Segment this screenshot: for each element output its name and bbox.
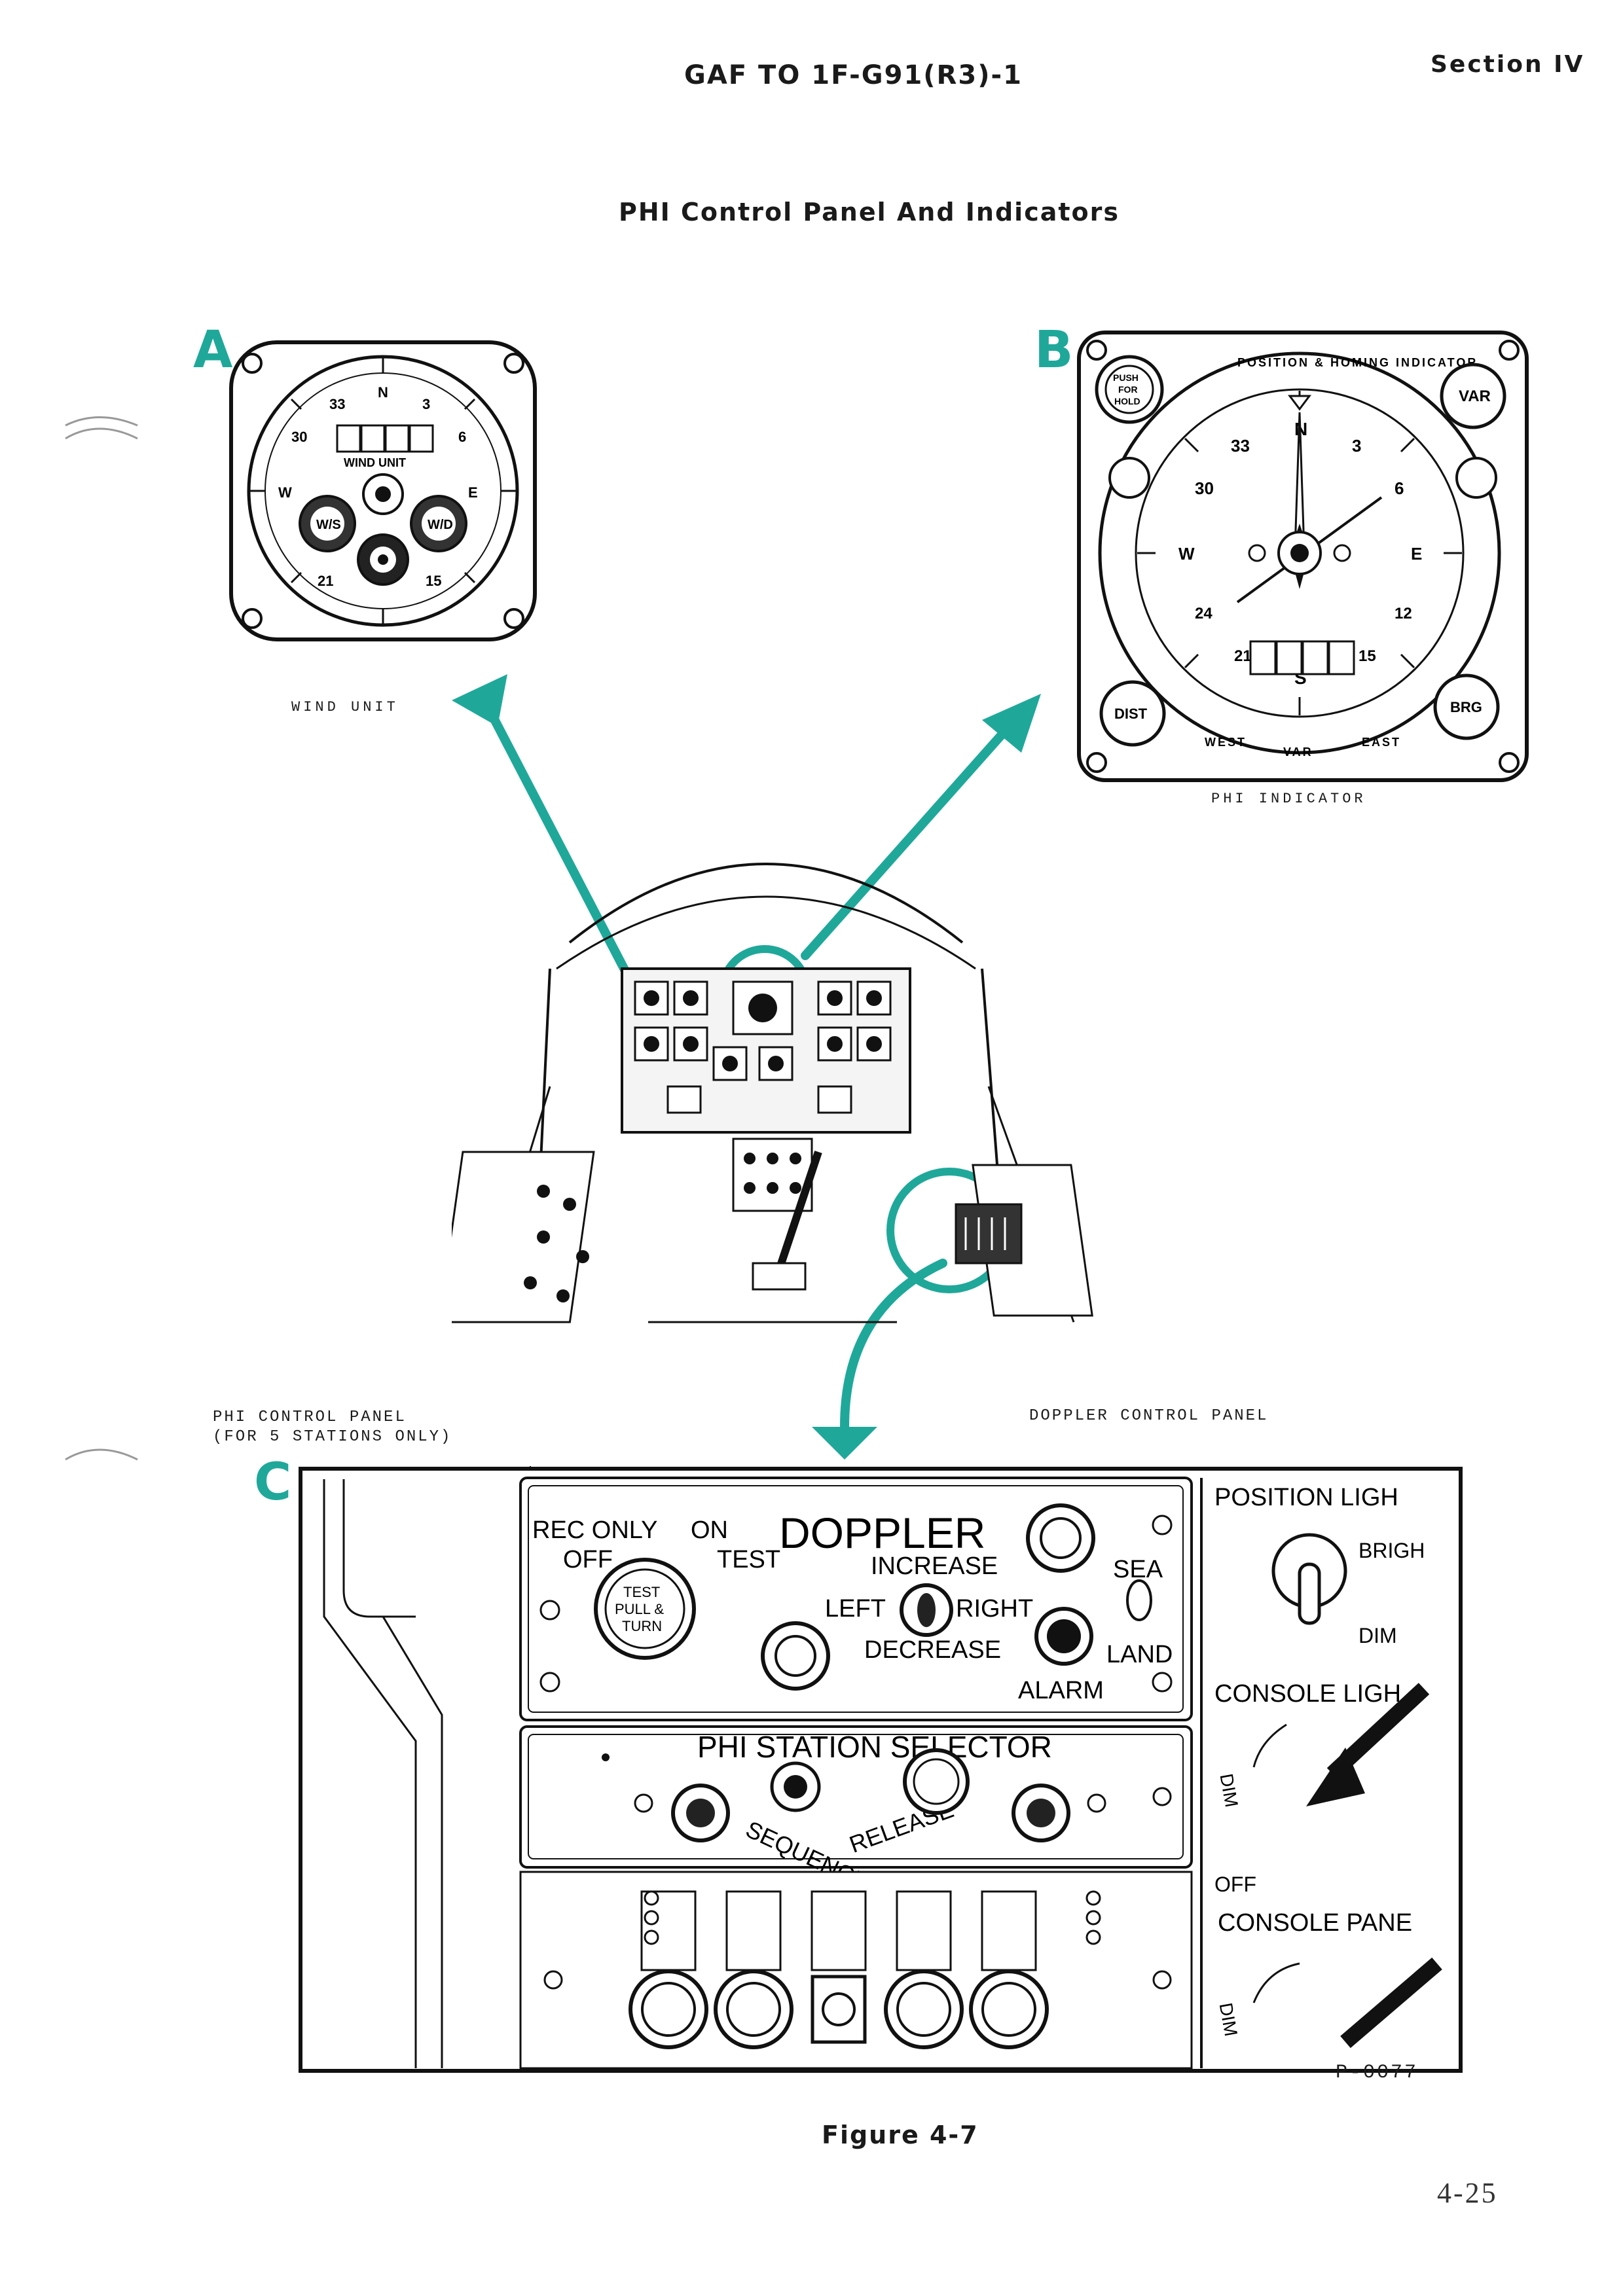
position-lights-label: POSITION LIGH [1214, 1484, 1398, 1511]
svg-text:E: E [468, 484, 478, 501]
cockpit-illustration [452, 863, 1093, 1323]
section-label: Section IV [1431, 51, 1585, 78]
svg-text:24: 24 [1195, 605, 1213, 622]
center-station-button[interactable] [811, 1975, 867, 2044]
svg-text:PUSH: PUSH [1113, 372, 1139, 383]
svg-text:VAR: VAR [1283, 745, 1313, 759]
right-label: RIGHT [956, 1595, 1033, 1623]
svg-text:BRG: BRG [1450, 699, 1482, 715]
sea-label: SEA [1113, 1556, 1163, 1583]
svg-text:W: W [1178, 544, 1195, 564]
svg-text:33: 33 [1231, 436, 1250, 456]
page-number: 4-25 [1437, 2177, 1498, 2209]
sea-land-toggle[interactable] [1126, 1579, 1152, 1621]
svg-text:W: W [278, 484, 292, 501]
svg-text:30: 30 [291, 429, 307, 445]
doppler-title: DOPPLER [779, 1509, 985, 1557]
callout-c: C [254, 1453, 292, 1512]
position-dim-label: DIM [1359, 1624, 1397, 1647]
svg-text:3: 3 [1352, 436, 1361, 456]
svg-text:33: 33 [329, 396, 345, 412]
console-lights-label: CONSOLE LIGH [1214, 1680, 1401, 1708]
callout-a: A [193, 321, 233, 380]
rec-only-label: REC ONLY [532, 1516, 657, 1544]
svg-text:HOLD: HOLD [1114, 396, 1140, 406]
increase-label: INCREASE [871, 1552, 998, 1580]
var-knob[interactable] [1440, 363, 1506, 429]
position-bright-label: BRIGH [1359, 1539, 1425, 1562]
off-label: OFF [563, 1546, 613, 1573]
on-label: ON [691, 1516, 728, 1544]
wind-unit-window-label: WIND UNIT [344, 456, 406, 469]
brg-knob[interactable] [1433, 673, 1500, 740]
svg-text:15: 15 [426, 573, 441, 589]
svg-text:WEST: WEST [1205, 736, 1247, 749]
figure-label: Figure 4-7 [822, 2121, 979, 2149]
phi-control-panel-note: (FOR 5 STATIONS ONLY) [213, 1428, 452, 1446]
svg-text:FOR: FOR [1118, 384, 1138, 395]
console-panel-knob[interactable] [1340, 1957, 1442, 2049]
svg-text:DIST: DIST [1114, 706, 1148, 722]
binder-marks [65, 416, 138, 1461]
wind-unit-caption: WIND UNIT [291, 699, 399, 715]
svg-text:W/D: W/D [428, 518, 453, 532]
decrease-label: DECREASE [864, 1636, 1001, 1664]
phi-indicator-caption: PHI INDICATOR [1211, 791, 1366, 807]
phi-arc-label: POSITION & HOMING INDICATOR [1237, 356, 1478, 369]
document-id: GAF TO 1F-G91(R3)-1 [684, 60, 1023, 90]
svg-text:PULL &: PULL & [615, 1601, 664, 1617]
scale-n: N [378, 384, 388, 401]
svg-text:15: 15 [1359, 647, 1376, 665]
test-label: TEST [717, 1546, 780, 1573]
control-panel-illustration: REC ONLY ON OFF TEST DOPPLER INCREASE LE… [299, 1466, 1463, 2073]
phi-indicator-instrument: POSITION & HOMING INDICATOR N 3 6 E 12 1… [1077, 331, 1529, 782]
wind-unit-instrument: N 3 6 E 15 21 W 30 33 WIND UNIT W/S W/D [229, 340, 537, 641]
svg-text:12: 12 [1395, 605, 1412, 622]
doppler-control-panel-label: DOPPLER CONTROL PANEL [1029, 1407, 1269, 1425]
figure-title: PHI Control Panel And Indicators [619, 198, 1120, 226]
svg-text:E: E [1411, 544, 1422, 564]
svg-text:30: 30 [1195, 478, 1214, 498]
dist-knob[interactable] [1099, 680, 1166, 747]
console-off-label: OFF [1214, 1873, 1256, 1896]
svg-text:21: 21 [318, 573, 333, 589]
phi-control-panel-label: PHI CONTROL PANEL [213, 1408, 407, 1426]
land-label: LAND [1106, 1641, 1173, 1668]
left-label: LEFT [825, 1595, 886, 1623]
svg-text:W/S: W/S [316, 518, 341, 532]
svg-text:3: 3 [422, 396, 430, 412]
svg-text:6: 6 [458, 429, 466, 445]
test-mode-knob[interactable] [594, 1558, 696, 1660]
alarm-label: ALARM [1018, 1677, 1104, 1704]
svg-text:21: 21 [1234, 647, 1252, 665]
callout-b: B [1034, 321, 1074, 380]
svg-text:TURN: TURN [622, 1618, 662, 1634]
svg-text:TEST: TEST [623, 1584, 660, 1600]
station-selector-title: PHI STATION SELECTOR [697, 1730, 1052, 1764]
svg-text:6: 6 [1395, 478, 1404, 498]
part-number: P-0077 [1336, 2062, 1419, 2084]
svg-text:VAR: VAR [1459, 387, 1491, 405]
svg-text:EAST: EAST [1362, 736, 1401, 749]
console-panel-label: CONSOLE PANE [1218, 1909, 1412, 1937]
